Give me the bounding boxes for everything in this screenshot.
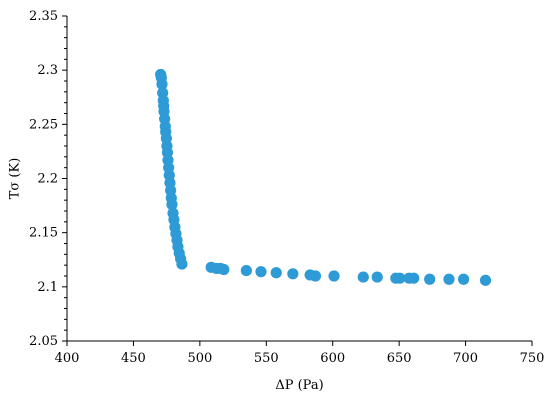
x-tick-label: 650 bbox=[387, 351, 412, 366]
x-tick-label: 400 bbox=[55, 351, 80, 366]
data-point bbox=[457, 273, 470, 285]
data-point bbox=[270, 267, 282, 279]
data-point bbox=[255, 266, 267, 278]
y-tick-label: 2.1 bbox=[37, 280, 58, 295]
data-point bbox=[394, 272, 406, 284]
y-tick-label: 2.25 bbox=[29, 117, 58, 132]
data-point bbox=[176, 258, 188, 270]
x-tick-label: 600 bbox=[320, 351, 345, 366]
data-point bbox=[408, 272, 420, 284]
data-point bbox=[287, 268, 299, 280]
data-point bbox=[309, 270, 322, 282]
data-points bbox=[155, 68, 492, 286]
x-tick-label: 700 bbox=[453, 351, 478, 366]
x-tick-label: 550 bbox=[254, 351, 279, 366]
y-axis-title: Tσ (K) bbox=[8, 158, 23, 200]
x-axis-title: ΔP (Pa) bbox=[275, 378, 323, 393]
data-point bbox=[328, 270, 340, 282]
y-tick-label: 2.05 bbox=[29, 334, 58, 349]
data-point bbox=[424, 273, 436, 285]
data-point bbox=[218, 263, 230, 276]
y-tick-label: 2.35 bbox=[29, 9, 58, 24]
x-axis-ticks: 400 450 500 550 600 650 700 750 bbox=[55, 341, 545, 366]
data-point bbox=[357, 271, 369, 283]
x-tick-label: 450 bbox=[121, 351, 146, 366]
y-tick-label: 2.2 bbox=[37, 172, 58, 187]
y-tick-label: 2.3 bbox=[37, 63, 58, 78]
data-point bbox=[166, 198, 178, 211]
data-point bbox=[443, 273, 455, 285]
data-point bbox=[156, 78, 168, 90]
x-tick-label: 500 bbox=[187, 351, 212, 366]
x-tick-label: 750 bbox=[520, 351, 545, 366]
data-point bbox=[479, 274, 492, 286]
data-point bbox=[371, 271, 383, 283]
data-point bbox=[240, 264, 252, 277]
y-tick-label: 2.15 bbox=[29, 226, 58, 241]
y-axis-ticks: 2.05 2.1 2.15 2.2 2.25 2.3 2.35 bbox=[29, 9, 67, 349]
